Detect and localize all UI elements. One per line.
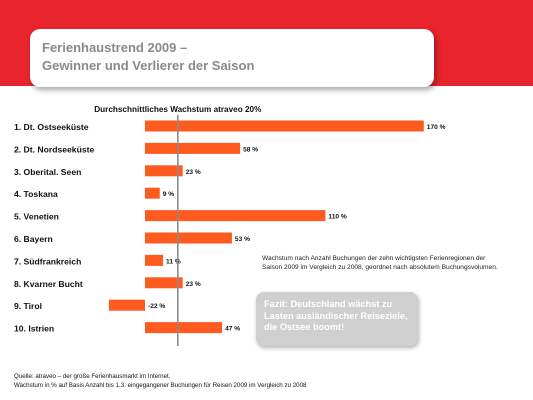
bar: [145, 232, 232, 244]
bar: [145, 187, 160, 199]
bar: [145, 165, 183, 177]
category-label: 2. Dt. Nordseeküste: [14, 144, 94, 154]
value-label: 23 %: [186, 281, 201, 288]
chart-note: Wachstum nach Anzahl Buchungen der zehn …: [262, 255, 498, 271]
value-label: -22 %: [148, 303, 165, 310]
value-label: 23 %: [186, 169, 201, 176]
value-label: 9 %: [163, 191, 174, 198]
category-label: 3. Oberital. Seen: [14, 167, 81, 177]
bar: [108, 299, 145, 311]
bar: [145, 120, 424, 132]
value-label: 170 %: [427, 124, 446, 131]
bar: [145, 142, 241, 154]
chart-title-line-2: Gewinner und Verlierer der Saison: [42, 58, 255, 73]
value-label: 11 %: [166, 258, 181, 265]
chart-title-line-1: Ferienhaustrend 2009 –: [42, 40, 188, 55]
category-label: 10. Istrien: [14, 324, 54, 334]
category-label: 1. Dt. Ostseeküste: [14, 122, 89, 132]
category-label: 5. Venetien: [14, 212, 59, 222]
bar: [145, 277, 183, 289]
category-label: 9. Tirol: [14, 301, 42, 311]
fazit-box: Fazit: Deutschland wächst zu Lasten ausl…: [256, 292, 418, 346]
value-label: 53 %: [235, 236, 250, 243]
value-label: 47 %: [225, 326, 240, 333]
title-box: Ferienhaustrend 2009 – Gewinner und Verl…: [30, 29, 434, 87]
bar: [145, 254, 164, 266]
category-label: 6. Bayern: [14, 234, 53, 244]
category-label: 4. Toskana: [14, 189, 58, 199]
bar: [145, 322, 223, 334]
value-label: 58 %: [243, 146, 258, 153]
source-line-2: Wachstum in % auf Basis Anzahl bis 1.3. …: [14, 382, 307, 389]
average-line-label: Durchschnittliches Wachstum atraveo 20%: [94, 105, 262, 114]
value-label: 110 %: [328, 214, 346, 221]
bar: [145, 210, 326, 222]
fazit-text: Fazit: Deutschland wächst zu Lasten ausl…: [264, 299, 408, 332]
category-label: 8. Kvarner Bucht: [14, 279, 83, 289]
source-line-1: Quelle: atraveo – der große Ferienhausma…: [14, 373, 171, 380]
category-label: 7. Südfrankreich: [14, 256, 81, 266]
